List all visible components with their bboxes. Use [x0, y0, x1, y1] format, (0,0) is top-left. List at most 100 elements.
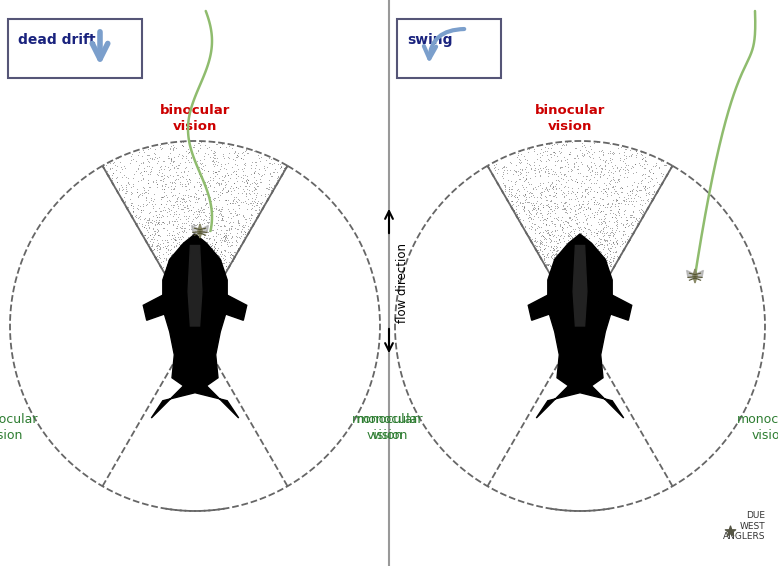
- Point: [191, 315, 204, 324]
- Point: [583, 151, 595, 160]
- Point: [140, 166, 152, 175]
- Point: [187, 316, 199, 325]
- Point: [194, 291, 206, 301]
- Point: [568, 263, 580, 272]
- Point: [590, 269, 602, 278]
- Point: [572, 307, 584, 316]
- Point: [149, 217, 161, 226]
- Point: [233, 234, 246, 243]
- Point: [193, 314, 205, 323]
- Point: [163, 164, 176, 173]
- Point: [581, 248, 594, 257]
- Point: [212, 258, 225, 267]
- Point: [143, 207, 156, 216]
- Point: [186, 258, 198, 267]
- Point: [169, 280, 181, 289]
- Point: [565, 299, 577, 308]
- Point: [108, 161, 121, 170]
- Point: [513, 158, 526, 168]
- Point: [650, 161, 662, 170]
- Point: [230, 237, 243, 246]
- Point: [224, 247, 237, 256]
- Point: [202, 283, 215, 292]
- Point: [196, 165, 209, 174]
- Point: [577, 246, 590, 255]
- Point: [580, 304, 593, 313]
- Point: [142, 151, 154, 160]
- Point: [188, 316, 201, 325]
- Point: [247, 147, 260, 156]
- Point: [641, 184, 654, 193]
- Point: [512, 213, 524, 222]
- Point: [611, 239, 623, 248]
- Point: [615, 188, 627, 197]
- Point: [175, 277, 187, 286]
- Point: [173, 159, 186, 168]
- Point: [608, 233, 621, 242]
- Point: [559, 199, 571, 208]
- Point: [531, 248, 544, 257]
- Point: [198, 291, 211, 300]
- Point: [545, 202, 558, 211]
- Point: [582, 258, 594, 267]
- Point: [172, 161, 184, 170]
- Point: [149, 217, 162, 226]
- Point: [224, 174, 237, 183]
- Point: [173, 179, 186, 188]
- Point: [564, 149, 576, 158]
- Point: [213, 275, 226, 284]
- Point: [575, 291, 587, 301]
- Point: [635, 149, 647, 158]
- Point: [580, 278, 592, 287]
- Point: [592, 247, 605, 256]
- Point: [582, 182, 594, 191]
- Point: [538, 245, 550, 254]
- Point: [187, 209, 199, 218]
- Point: [573, 199, 585, 208]
- Point: [235, 231, 247, 240]
- Point: [573, 312, 586, 321]
- Point: [221, 236, 233, 245]
- Point: [170, 209, 182, 218]
- Point: [209, 285, 222, 294]
- Point: [127, 181, 139, 190]
- Point: [178, 264, 191, 273]
- Point: [184, 152, 197, 161]
- Point: [168, 233, 180, 242]
- Point: [209, 140, 222, 149]
- Point: [521, 156, 534, 165]
- Point: [566, 274, 579, 283]
- Point: [219, 246, 231, 255]
- Point: [597, 280, 609, 289]
- Point: [248, 185, 261, 194]
- Point: [195, 138, 208, 147]
- Point: [105, 164, 117, 173]
- Point: [553, 177, 566, 186]
- Point: [215, 272, 227, 281]
- Point: [188, 318, 201, 327]
- Point: [609, 237, 622, 246]
- Point: [569, 262, 582, 271]
- Point: [584, 179, 597, 188]
- Point: [176, 242, 188, 251]
- Point: [555, 215, 567, 224]
- Point: [260, 155, 272, 164]
- Point: [574, 306, 587, 315]
- Point: [556, 285, 569, 294]
- Point: [548, 199, 560, 208]
- Point: [573, 307, 586, 316]
- Point: [149, 220, 161, 229]
- Point: [557, 250, 569, 259]
- Point: [601, 265, 613, 275]
- Point: [605, 187, 618, 196]
- Point: [187, 250, 200, 259]
- Point: [110, 173, 122, 182]
- Point: [555, 278, 568, 288]
- Point: [165, 141, 177, 150]
- Point: [202, 247, 214, 256]
- Point: [178, 251, 191, 260]
- Point: [119, 196, 131, 205]
- Point: [185, 283, 198, 292]
- Point: [189, 321, 202, 331]
- Point: [548, 265, 560, 274]
